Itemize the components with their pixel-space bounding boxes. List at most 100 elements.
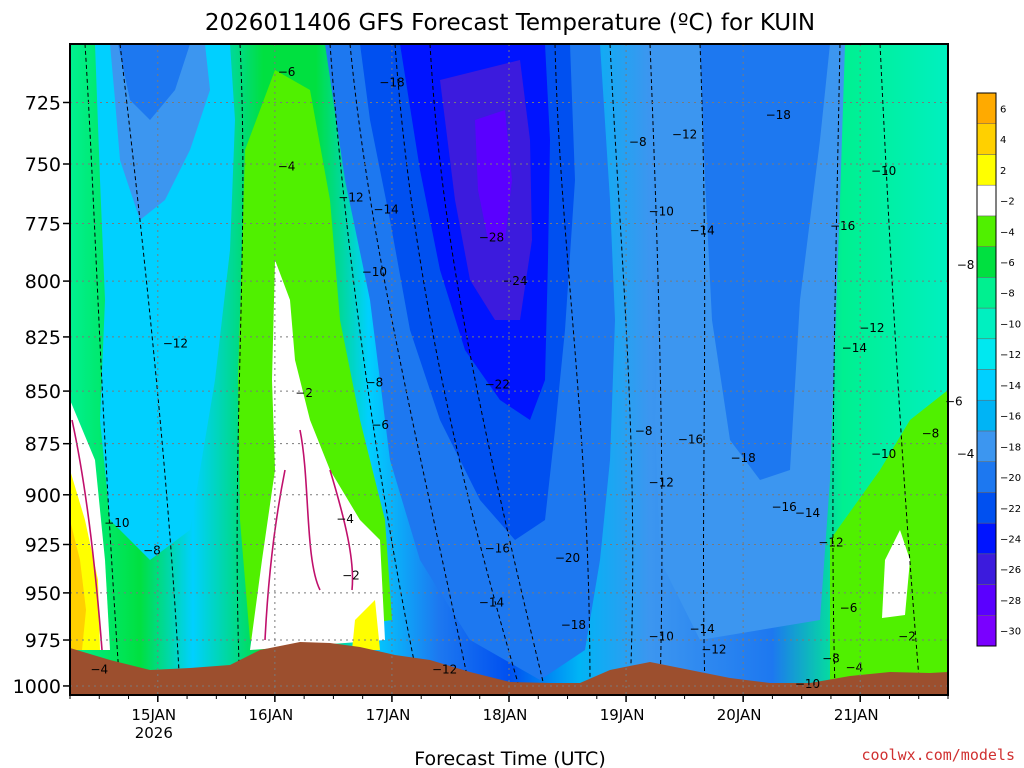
contour-label: −12 [672, 128, 697, 142]
colorbar-label: 4 [1000, 135, 1006, 146]
y-tick-label: 975 [25, 630, 61, 652]
y-tick-label: 900 [25, 485, 61, 507]
y-tick-label: 750 [25, 154, 61, 176]
contour-label: −12 [859, 321, 884, 335]
colorbar-label: 2 [1000, 166, 1006, 177]
colorbar-label: −20 [1000, 473, 1021, 484]
isotherm-lines [84, 44, 921, 691]
x-axis-label: Forecast Time (UTC) [414, 748, 605, 768]
y-tick-label: 1000 [13, 676, 61, 698]
colorbar-label: −22 [1000, 504, 1021, 515]
colorbar-swatch [976, 338, 997, 370]
contour-label: −14 [795, 506, 820, 520]
y-axis: 725 750 775 800 825 850 875 900 925 950 975 1000 [13, 92, 70, 698]
y-tick-label: 925 [25, 535, 61, 557]
gridlines [70, 44, 948, 695]
colorbar-label: −6 [1000, 258, 1015, 269]
contour-label: −2 [342, 569, 360, 583]
contour-label: −6 [945, 395, 963, 409]
colorbar-label: −8 [1000, 289, 1015, 300]
contour-label: −4 [278, 159, 296, 173]
region-trough-min [475, 110, 512, 240]
contour-label: −4 [336, 512, 354, 526]
colorbar-swatch [976, 277, 997, 309]
x-tick-label: 19JAN [600, 706, 645, 724]
region-colder-right [700, 44, 830, 480]
contour-label: −14 [689, 622, 714, 636]
contour-label: −12 [163, 337, 188, 351]
y-tick-label: 725 [25, 92, 61, 114]
contour-label: −10 [649, 205, 674, 219]
contour-label: −4 [957, 447, 975, 461]
colorbar-label: −10 [1000, 319, 1021, 330]
contour-label: −14 [689, 224, 714, 238]
colorbar-swatch [976, 92, 997, 124]
contour-label: −12 [649, 476, 674, 490]
colorbar-swatch [976, 553, 997, 585]
contour-label: −4 [90, 663, 108, 677]
colorbar-label: −12 [1000, 350, 1021, 361]
colorbar-label: −26 [1000, 565, 1021, 576]
colorbar-label: 6 [1000, 104, 1006, 115]
colorbar-swatch [976, 154, 997, 186]
x-tick-label: 18JAN [483, 706, 528, 724]
region-orange-left [70, 520, 86, 650]
colorbar-label: −24 [1000, 534, 1021, 545]
terrain [70, 642, 948, 695]
contour-label: −2 [898, 629, 916, 643]
contour-label: −12 [432, 663, 457, 677]
y-tick-label: 775 [25, 213, 61, 235]
contour-label: −20 [555, 551, 580, 565]
contour-label: −10 [871, 447, 896, 461]
region-left-deep [118, 44, 190, 120]
colorbar-label: −18 [1000, 442, 1021, 453]
colorbar-swatch [976, 584, 997, 616]
colorbar-frame [976, 92, 997, 647]
contour-label: −16 [830, 219, 855, 233]
contour-label: −18 [379, 75, 404, 89]
contour-label: −10 [795, 677, 820, 691]
colorbar-label: −14 [1000, 381, 1021, 392]
colorbar: −30−28−26−24−22−20−18−16−14−12−10−8−6−4−… [976, 92, 1021, 647]
colorbar-swatch [976, 522, 997, 555]
contour-label: −8 [635, 424, 653, 438]
colorbar-label: −2 [1000, 197, 1015, 208]
y-tick-label: 875 [25, 434, 61, 456]
contour-label: −18 [561, 618, 586, 632]
contour-label: −14 [842, 341, 867, 355]
contour-label: −22 [485, 378, 510, 392]
x-tick-label: 15JAN [131, 706, 176, 724]
region-white-right [882, 530, 910, 618]
contour-label: −4 [845, 661, 863, 675]
x-tick-label: 21JAN [834, 706, 879, 724]
credit-link[interactable]: coolwx.com/models [861, 746, 1015, 764]
contour-label: −10 [649, 629, 674, 643]
colorbar-label: −16 [1000, 412, 1021, 423]
colorbar-label: −4 [1000, 227, 1015, 238]
colorbar-swatch [976, 492, 997, 524]
contour-label: −10 [104, 516, 129, 530]
contour-label: −12 [701, 642, 726, 656]
x-tick-label: 17JAN [366, 706, 411, 724]
contour-label: −8 [822, 652, 840, 666]
contour-label: −8 [957, 258, 975, 272]
contour-label: −8 [629, 135, 647, 149]
contour-label: −16 [678, 433, 703, 447]
contour-label: −14 [479, 595, 504, 609]
colorbar-swatch [976, 461, 997, 493]
contour-label: −6 [371, 418, 389, 432]
y-tick-label: 950 [25, 583, 61, 605]
contour-label: −8 [143, 543, 161, 557]
y-tick-label: 825 [25, 327, 61, 349]
y-tick-label: 800 [25, 271, 61, 293]
region-near-zero [250, 260, 385, 650]
colorbar-swatch [976, 399, 997, 432]
colorbar-swatch [976, 184, 997, 217]
contour-label: −16 [485, 541, 510, 555]
contour-label: −14 [373, 202, 398, 216]
colorbar-swatch [976, 123, 997, 155]
colorbar-swatch [976, 430, 997, 462]
contour-field [70, 44, 948, 695]
contour-label: −10 [871, 164, 896, 178]
contour-label: −16 [771, 500, 796, 514]
